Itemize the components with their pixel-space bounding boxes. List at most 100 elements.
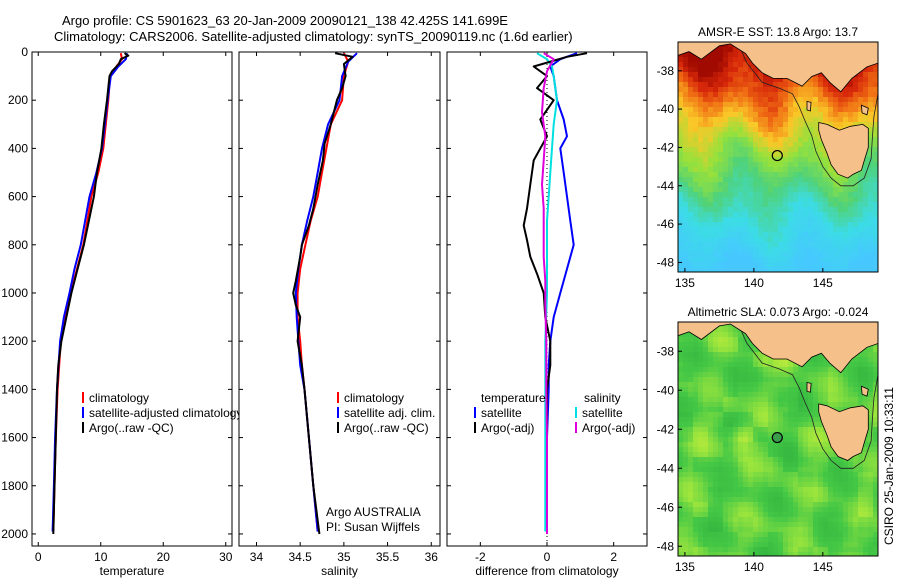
- map-cell: [793, 267, 799, 272]
- map-cell: [853, 202, 859, 208]
- map-cell: [698, 342, 704, 348]
- map-cell: [703, 227, 709, 233]
- map-cell: [763, 502, 769, 508]
- map-cell: [718, 242, 724, 248]
- map-cell: [688, 67, 694, 73]
- map-cell: [703, 97, 709, 103]
- map-cell: [763, 357, 769, 363]
- map-cell: [683, 422, 689, 428]
- map-cell: [838, 242, 844, 248]
- map-cell: [828, 372, 834, 378]
- map-cell: [808, 517, 814, 523]
- map-cell: [703, 362, 709, 368]
- map-cell: [813, 237, 819, 243]
- map-cell: [683, 382, 689, 388]
- map-cell: [788, 162, 794, 168]
- map-cell: [838, 477, 844, 483]
- map-cell: [858, 377, 864, 383]
- map-cell: [833, 192, 839, 198]
- map-cell: [828, 117, 834, 123]
- map-cell: [738, 57, 744, 63]
- map-cell: [758, 157, 764, 163]
- map-cell: [698, 397, 704, 403]
- map-cell: [743, 132, 749, 138]
- map-cell: [678, 112, 684, 118]
- map-cell: [678, 542, 684, 548]
- map-cell: [708, 102, 714, 108]
- map-cell: [713, 382, 719, 388]
- map-cell: [728, 157, 734, 163]
- map-cell: [863, 367, 869, 373]
- map-cell: [738, 237, 744, 243]
- series-line-2: [52, 52, 130, 535]
- map-cell: [818, 427, 824, 433]
- map-cell: [873, 492, 878, 498]
- map-cell: [738, 332, 744, 338]
- map-cell: [768, 522, 774, 528]
- map-cell: [703, 392, 709, 398]
- map-cell: [703, 202, 709, 208]
- land-1: [818, 403, 869, 461]
- map-cell: [743, 82, 749, 88]
- map-cell: [813, 512, 819, 518]
- map-cell: [703, 377, 709, 383]
- map-cell: [783, 492, 789, 498]
- map-cell: [723, 97, 729, 103]
- map-cell: [693, 172, 699, 178]
- map-cell: [788, 167, 794, 173]
- map-cell: [708, 357, 714, 363]
- map-cell: [863, 452, 869, 458]
- map-cell: [703, 107, 709, 113]
- map-cell: [693, 422, 699, 428]
- map-cell: [828, 192, 834, 198]
- map-cell: [813, 217, 819, 223]
- map-cell: [863, 512, 869, 518]
- map-cell: [818, 102, 824, 108]
- map-cell: [858, 512, 864, 518]
- map-cell: [698, 197, 704, 203]
- map-cell: [743, 197, 749, 203]
- map-cell: [728, 547, 734, 553]
- map-cell: [873, 252, 878, 258]
- map-cell: [703, 237, 709, 243]
- map-cell: [718, 77, 724, 83]
- map-cell: [823, 372, 829, 378]
- map-cell: [693, 347, 699, 353]
- map-cell: [753, 197, 759, 203]
- series-line-3: [541, 52, 555, 534]
- map-cell: [728, 262, 734, 268]
- map-cell: [708, 522, 714, 528]
- map-cell: [728, 337, 734, 343]
- map-cell: [693, 527, 699, 533]
- shelf-contour: [736, 42, 878, 187]
- map-cell: [733, 232, 739, 238]
- map-cell: [703, 207, 709, 213]
- map-cell: [728, 177, 734, 183]
- map-cell: [828, 512, 834, 518]
- y-tick-label: 400: [8, 141, 28, 155]
- map-cell: [848, 187, 854, 193]
- map-cell: [858, 482, 864, 488]
- map-cell: [793, 542, 799, 548]
- map-cell: [818, 477, 824, 483]
- map-cell: [803, 267, 809, 272]
- map-cell: [758, 487, 764, 493]
- map-cell: [783, 192, 789, 198]
- map-cell: [823, 552, 829, 556]
- map-cell: [848, 97, 854, 103]
- map-cell: [873, 382, 878, 388]
- map-cell: [818, 232, 824, 238]
- map-cell: [768, 147, 774, 153]
- map-cell: [753, 67, 759, 73]
- map-cell: [868, 527, 874, 533]
- map-cell: [698, 527, 704, 533]
- map-cell: [683, 377, 689, 383]
- map-cell: [743, 452, 749, 458]
- map-cell: [688, 142, 694, 148]
- map-cell: [698, 552, 704, 556]
- map-cell: [833, 92, 839, 98]
- map-cell: [813, 437, 819, 443]
- map-cell: [863, 492, 869, 498]
- map-cell: [813, 212, 819, 218]
- map-cell: [678, 202, 684, 208]
